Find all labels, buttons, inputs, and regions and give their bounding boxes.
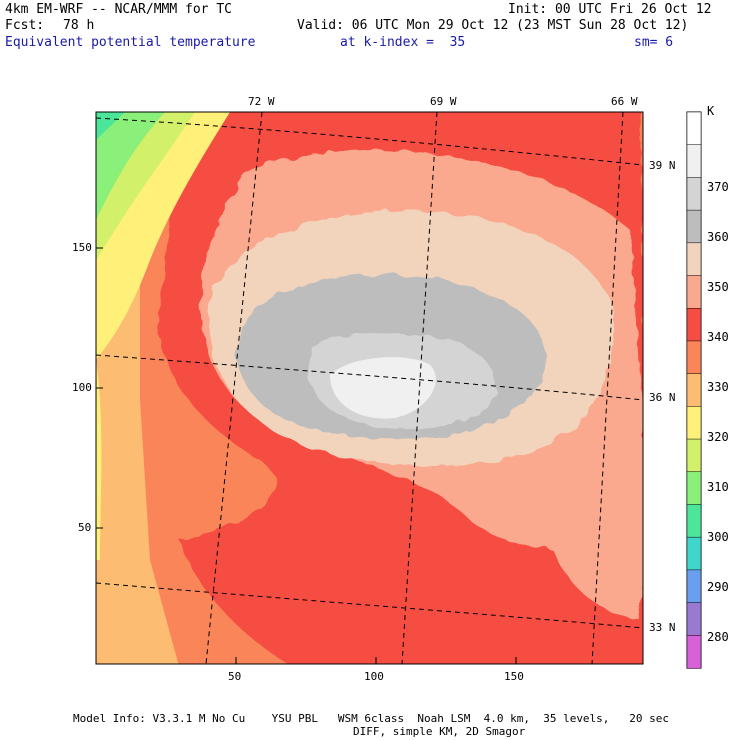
x-tick-label: 100 [364,670,384,683]
colorbar-swatch [686,275,702,309]
colorbar-swatch [686,536,702,571]
y-tick-label: 50 [78,521,92,534]
longitude-label: 72 W [248,95,275,108]
init-time: Init: 00 UTC Fri 26 Oct 12 [508,2,712,17]
field-370 [330,357,436,419]
valid-time: Valid: 06 UTC Mon 29 Oct 12 (23 MST Sun … [297,18,689,33]
parallel-33n [96,582,643,629]
parallel-39n [96,117,643,166]
colorbar-swatch [686,373,702,408]
level-info: at k-index = 35 [340,35,466,50]
meridian-72w [205,112,263,664]
colorbar-swatch [686,111,702,146]
colorbar-tick-label: 300 [707,530,729,544]
smoothing-info: sm= 6 [634,35,674,50]
colorbar-swatch [686,406,702,440]
colorbar-tick-label: 340 [707,330,729,344]
longitude-label: 69 W [430,95,457,108]
colorbar-tick-label: 320 [707,430,729,444]
tick-marks [96,247,517,664]
colorbar-swatch [686,504,702,538]
colorbar-swatch [686,307,702,342]
colorbar-tick-label: 280 [707,630,729,644]
theta-e-field [96,112,643,664]
colorbar-tick-label: 370 [707,180,729,194]
parallel-36n [96,354,643,401]
model-info: Model Info: V3.3.1 M No Cu YSU PBL WSM 6… [73,712,670,725]
colorbar-swatch [686,177,702,211]
colorbar-swatch [686,340,702,375]
colorbar [686,111,702,669]
colorbar-swatch [686,569,702,604]
latitude-label: 33 N [649,621,676,634]
forecast-hour: 78 h [63,18,95,33]
field-320-south [96,360,102,560]
colorbar-tick-label: 310 [707,480,729,494]
colorbar-unit: K [707,104,715,118]
longitude-label: 66 W [611,95,638,108]
forecast-label: Fcst: [5,18,45,33]
field-350-tail [540,474,643,620]
colorbar-swatch [686,602,702,637]
colorbar-tick-label: 350 [707,280,729,294]
colorbar-swatch [686,144,702,179]
colorbar-tick-label: 290 [707,580,729,594]
colorbar-swatch [686,635,702,669]
meridian-69w [401,112,438,664]
field-310 [96,112,165,220]
model-title: 4km EM-WRF -- NCAR/MMM for TC [5,2,232,17]
meridian-66w [591,112,624,664]
y-tick-label: 100 [72,381,92,394]
model-info-diffusion: DIFF, simple KM, 2D Smagor [353,725,526,738]
field-name: Equivalent potential temperature [5,35,256,50]
colorbar-swatch [686,242,702,277]
colorbar-tick-label: 330 [707,380,729,394]
colorbar-swatch [686,438,702,473]
x-tick-label: 150 [504,670,524,683]
colorbar-swatch [686,209,702,244]
latitude-label: 39 N [649,159,676,172]
colorbar-swatch [686,471,702,506]
latitude-label: 36 N [649,391,676,404]
colorbar-tick-label: 360 [707,230,729,244]
x-tick-label: 50 [228,670,242,683]
y-tick-label: 150 [72,241,92,254]
latlon-grid [96,112,643,664]
